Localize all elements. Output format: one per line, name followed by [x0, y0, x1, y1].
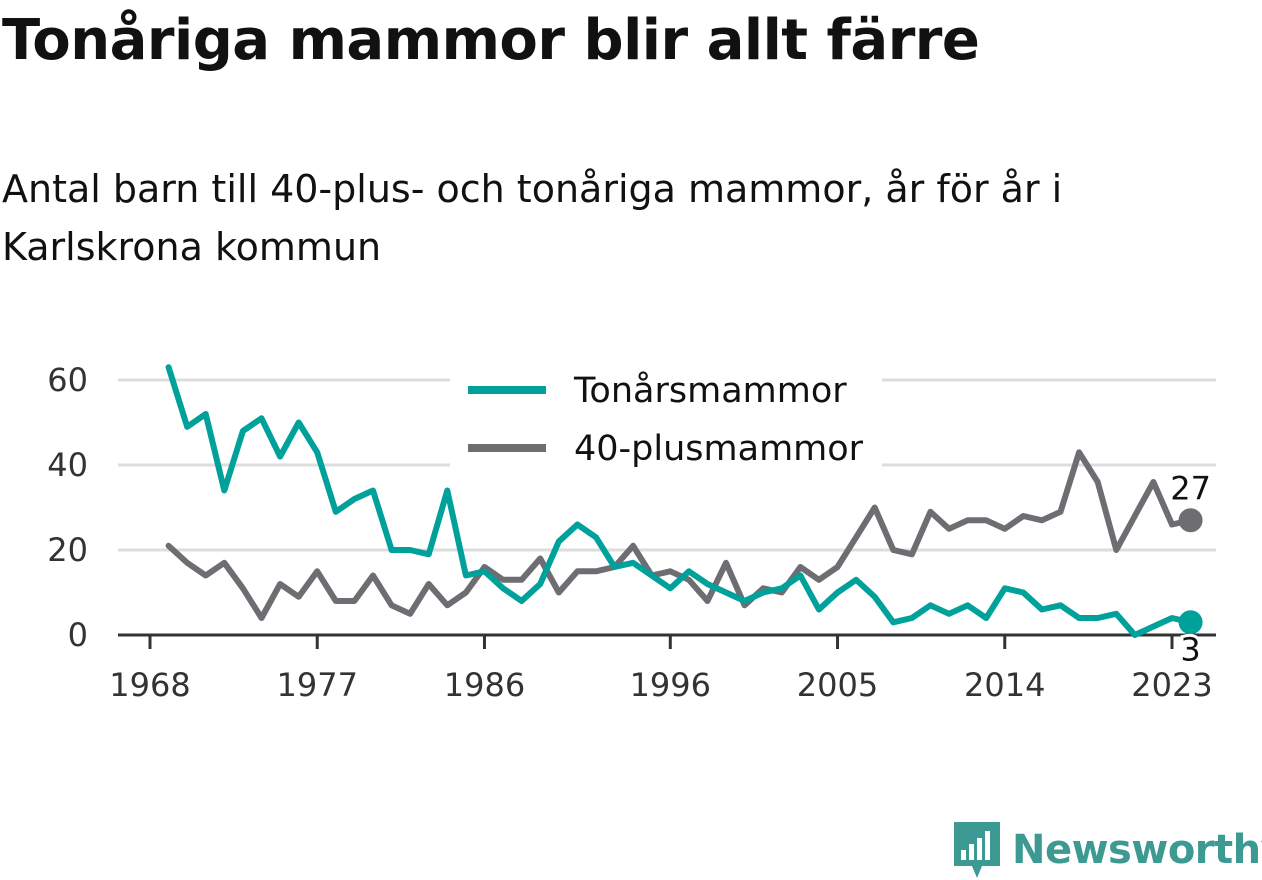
newsworthy-logo-icon [954, 822, 1000, 878]
legend-label: Tonårsmammor [573, 370, 847, 411]
chart-subtitle: Antal barn till 40-plus- och tonåriga ma… [2, 167, 1063, 269]
end-marker-plusmammor [1178, 508, 1203, 533]
series-layer [165, 364, 1194, 638]
x-axis: 1968 1977 1986 1996 2005 2014 2023 [109, 633, 1216, 704]
newsworthy-logo: Newsworthy [952, 820, 1262, 880]
y-tick-label: 0 [68, 616, 88, 654]
x-tick-label: 2005 [797, 666, 878, 704]
end-label-tonarsmammor: 3 [1180, 630, 1200, 668]
x-tick-label: 1986 [444, 666, 525, 704]
x-tick-label: 1977 [277, 666, 358, 704]
end-marker-tonarsmammor [1178, 610, 1203, 635]
x-tick-label: 2023 [1131, 666, 1212, 704]
y-tick-label: 60 [47, 361, 88, 399]
y-axis: 0 20 40 60 [47, 361, 88, 654]
line-chart: 0 20 40 60 1968 1977 1986 1996 2005 2014 2023 Ton… [47, 361, 1216, 704]
series-line-plusmammor [165, 449, 1194, 621]
brand-name: Newsworthy [1012, 827, 1262, 873]
y-tick-label: 20 [47, 531, 88, 569]
legend-label: 40-plusmammor [574, 429, 864, 469]
x-tick-label: 2014 [964, 666, 1045, 704]
y-tick-label: 40 [47, 446, 88, 484]
legend: Tonårsmammor 40-plusmammor [450, 370, 882, 470]
end-label-plusmammor: 27 [1170, 469, 1211, 507]
x-tick-label: 1996 [630, 666, 711, 704]
x-tick-label: 1968 [109, 666, 190, 704]
series-line-tonarsmammor [165, 364, 1194, 638]
chart-title: Tonåriga mammor blir allt färre [2, 8, 980, 73]
end-labels: 3 27 [1167, 466, 1214, 671]
